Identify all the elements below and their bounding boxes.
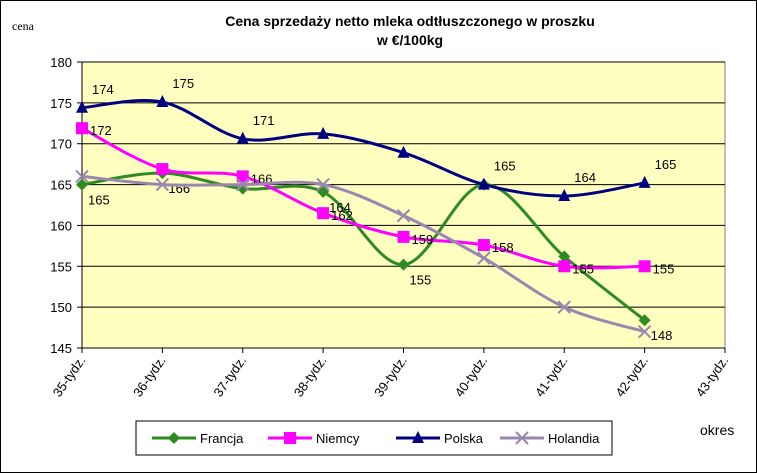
- marker: [76, 178, 88, 191]
- marker: [638, 314, 651, 327]
- marker: [397, 230, 410, 243]
- marker: [236, 170, 249, 183]
- series-line: [81, 126, 645, 270]
- marker: [236, 177, 250, 192]
- data-label: 166: [168, 181, 190, 196]
- marker: [168, 432, 180, 444]
- marker: [557, 300, 571, 314]
- marker: [75, 169, 89, 184]
- data-label: 148: [651, 328, 673, 343]
- data-label: 159: [412, 232, 434, 247]
- legend-label: Holandia: [548, 431, 600, 446]
- series-line: [81, 99, 645, 198]
- y-tick-label: 145: [50, 341, 72, 356]
- series-line: [81, 174, 646, 334]
- marker: [397, 145, 410, 158]
- data-label: 155: [572, 261, 594, 276]
- series-line: [81, 171, 646, 322]
- marker: [316, 177, 330, 192]
- x-axis-label: okres: [700, 422, 734, 438]
- data-label: 171: [253, 113, 275, 128]
- marker: [397, 258, 410, 271]
- data-label: 165: [655, 157, 677, 172]
- data-label: 162: [331, 208, 353, 223]
- y-tick-label: 170: [50, 137, 72, 152]
- marker: [638, 175, 651, 188]
- marker: [236, 131, 249, 144]
- y-tick-label: 165: [50, 178, 72, 193]
- data-label: 155: [410, 273, 432, 288]
- chart-title: Cena sprzedaży netto mleka odtłuszczoneg…: [225, 13, 595, 29]
- marker: [284, 432, 296, 444]
- marker: [396, 208, 411, 223]
- marker: [155, 177, 170, 192]
- marker: [558, 260, 571, 273]
- legend-label: Polska: [444, 431, 484, 446]
- data-label: 164: [574, 170, 596, 185]
- y-tick-label: 160: [50, 218, 72, 233]
- marker: [477, 177, 490, 190]
- marker: [477, 239, 490, 252]
- marker: [638, 260, 651, 273]
- data-label: 172: [90, 123, 112, 138]
- y-tick-label: 150: [50, 300, 72, 315]
- marker: [317, 126, 330, 139]
- marker: [558, 189, 571, 202]
- marker: [637, 324, 652, 339]
- marker: [156, 95, 169, 108]
- data-label: 174: [92, 82, 114, 97]
- marker: [76, 100, 88, 113]
- marker: [412, 431, 424, 443]
- data-label: 165: [88, 193, 110, 208]
- data-label: 155: [653, 261, 675, 276]
- y-tick-label: 155: [50, 259, 72, 274]
- legend-label: Niemcy: [316, 431, 360, 446]
- marker: [477, 251, 491, 265]
- plot-area: [81, 61, 726, 349]
- data-label: 158: [492, 240, 514, 255]
- y-tick-label: 180: [50, 55, 72, 70]
- marker: [156, 163, 169, 176]
- y-axis-label: cena: [12, 19, 35, 33]
- y-tick-label: 175: [50, 96, 72, 111]
- data-label: 165: [494, 159, 516, 174]
- chart-subtitle: w €/100kg: [376, 32, 443, 48]
- data-label: 164: [329, 200, 351, 215]
- marker: [76, 122, 88, 135]
- marker: [515, 431, 529, 445]
- marker: [558, 250, 571, 263]
- data-label: 175: [172, 76, 194, 91]
- legend-label: Francja: [200, 431, 244, 446]
- marker: [317, 207, 330, 220]
